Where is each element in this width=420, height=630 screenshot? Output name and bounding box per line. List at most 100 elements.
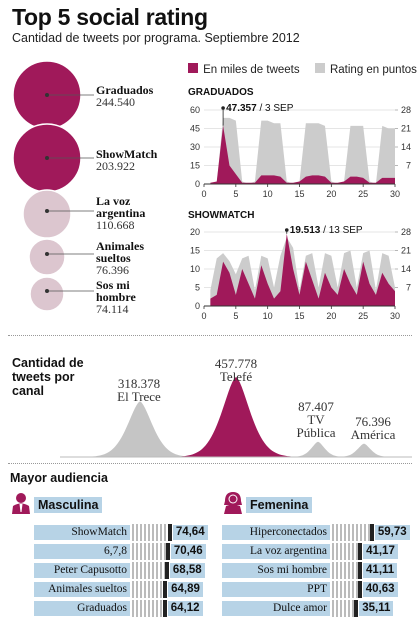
x-tick-label: 5 [233,311,238,321]
bar [332,600,355,617]
bar [332,581,358,598]
bar-label: Peter Capusotto [34,563,130,578]
y-left-tick-label: 60 [190,105,200,115]
y-left-tick-label: 15 [190,161,200,171]
y-right-tick-label: 14 [401,264,411,274]
annotation-dot [221,106,225,110]
y-right-tick-label: 21 [401,246,411,256]
bar-end-marker [354,600,359,617]
x-tick-label: 20 [326,311,336,321]
bar-value: 59,73 [374,525,410,540]
bubble-chart [12,60,94,312]
bar [132,543,166,560]
audiencia-title: Mayor audiencia [10,471,108,485]
graduados-chart: 0 15 30 45 60 7 14 21 28 0 5 10 15 20 25 30 47.357 / 3 S… [190,103,411,199]
bar-value: 41,17 [363,544,398,559]
bar-value: 64,89 [168,582,203,597]
y-left-tick-label: 20 [190,227,200,237]
legend-tweets: En miles de tweets [203,64,300,76]
x-tick-label: 10 [263,311,273,321]
x-tick-label: 20 [326,189,336,199]
y-left-tick-label: 5 [195,283,200,293]
bar-end-marker [163,581,168,598]
y-right-tick-label: 28 [401,105,411,115]
bar [332,543,359,560]
bubble-center-dot [45,209,49,213]
showmatch-chart: 0 5 10 15 20 7 14 21 28 0 5 10 15 20 25 30 19.513 / 13 S… [190,225,411,321]
bubble-animales-sueltos [28,238,66,276]
canal-peak-américa [326,443,402,457]
annotation-label: 19.513 / 13 SEP [290,225,363,236]
bar [332,562,359,579]
bar-label: ShowMatch [34,525,130,540]
y-left-tick-label: 0 [195,179,200,189]
bar-end-marker [357,581,362,598]
bar [332,524,370,541]
x-tick-label: 0 [201,189,206,199]
bar-value: 40,63 [362,582,398,597]
tweets-area [210,125,395,184]
chart-title-graduados: GRADUADOS [188,87,254,98]
bar [132,524,168,541]
bar-label: 6,7,8 [34,544,130,559]
y-right-tick-label: 28 [401,227,411,237]
bar-label: Hiperconectados [222,525,330,540]
x-tick-label: 0 [201,311,206,321]
group-title-femenina: Femenina [246,497,313,513]
section-divider [8,335,412,336]
bar-label: Graduados [34,601,130,616]
chart-title-showmatch: SHOWMATCH [188,210,255,221]
bar-end-marker [162,600,167,617]
bar-value: 35,11 [359,601,394,616]
bubble-label-sos-mi-hombre: Sos mi hombre 74.114 [96,278,136,316]
x-tick-label: 25 [358,311,368,321]
annotation-label: 47.357 / 3 SEP [226,103,294,114]
bubble-label-showmatch: ShowMatch 203.922 [96,147,158,173]
canal-peak-tv-pública [280,441,356,457]
bar-end-marker [164,562,169,579]
bubble-label-graduados: Graduados 244.540 [96,83,154,109]
bar-value: 41,11 [363,563,398,578]
canal-label-tv-publica: 87.407 TV Pública [296,399,336,440]
bubble-sos-mi-hombre [29,276,65,312]
rating-area [210,117,395,184]
legend-rating: Rating en puntos [329,64,417,76]
y-right-tick-label: 14 [401,142,411,152]
bar-label: La voz argentina [222,544,330,559]
y-left-tick-label: 0 [195,301,200,311]
legend-swatch-tweets [188,63,198,73]
canal-label-america: 76.396 América [350,414,396,442]
section-divider-2 [8,463,412,464]
bar-value: 70,46 [170,544,206,559]
y-left-tick-label: 10 [190,264,200,274]
bar-value: 74,64 [172,525,208,540]
legend-swatch-rating [314,63,325,73]
bar-label: Animales sueltos [34,582,130,597]
bar-end-marker [167,524,172,541]
canal-label-el-trece: 318.378 El Trece [117,376,161,404]
bar-end-marker [165,543,170,560]
y-right-tick-label: 7 [406,161,411,171]
page-subtitle: Cantidad de tweets por programa. Septiem… [12,31,300,45]
bar-end-marker [358,543,363,560]
bubble-center-dot [45,156,49,160]
bar-value: 68,58 [169,563,205,578]
bar-value: 64,12 [167,601,203,616]
canal-title: Cantidad de tweets por canal [12,356,84,398]
bubble-center-dot [45,93,49,97]
x-tick-label: 25 [358,189,368,199]
bar [132,581,164,598]
x-tick-label: 30 [390,311,400,321]
canal-label-telefe: 457.778 Telefé [214,356,258,384]
bubble-label-la-voz: La voz argentina 110.668 [96,194,146,232]
bar-label: PPT [222,582,330,597]
page-title: Top 5 social rating [12,4,208,30]
bubble-center-dot [45,252,49,256]
canal-peak-telefé [156,377,316,457]
male-icon [12,493,30,514]
bar-label: Dulce amor [222,601,330,616]
group-title-masculina: Masculina [34,497,103,513]
bar-end-marker [358,562,363,579]
x-tick-label: 10 [263,189,273,199]
y-right-tick-label: 21 [401,124,411,134]
